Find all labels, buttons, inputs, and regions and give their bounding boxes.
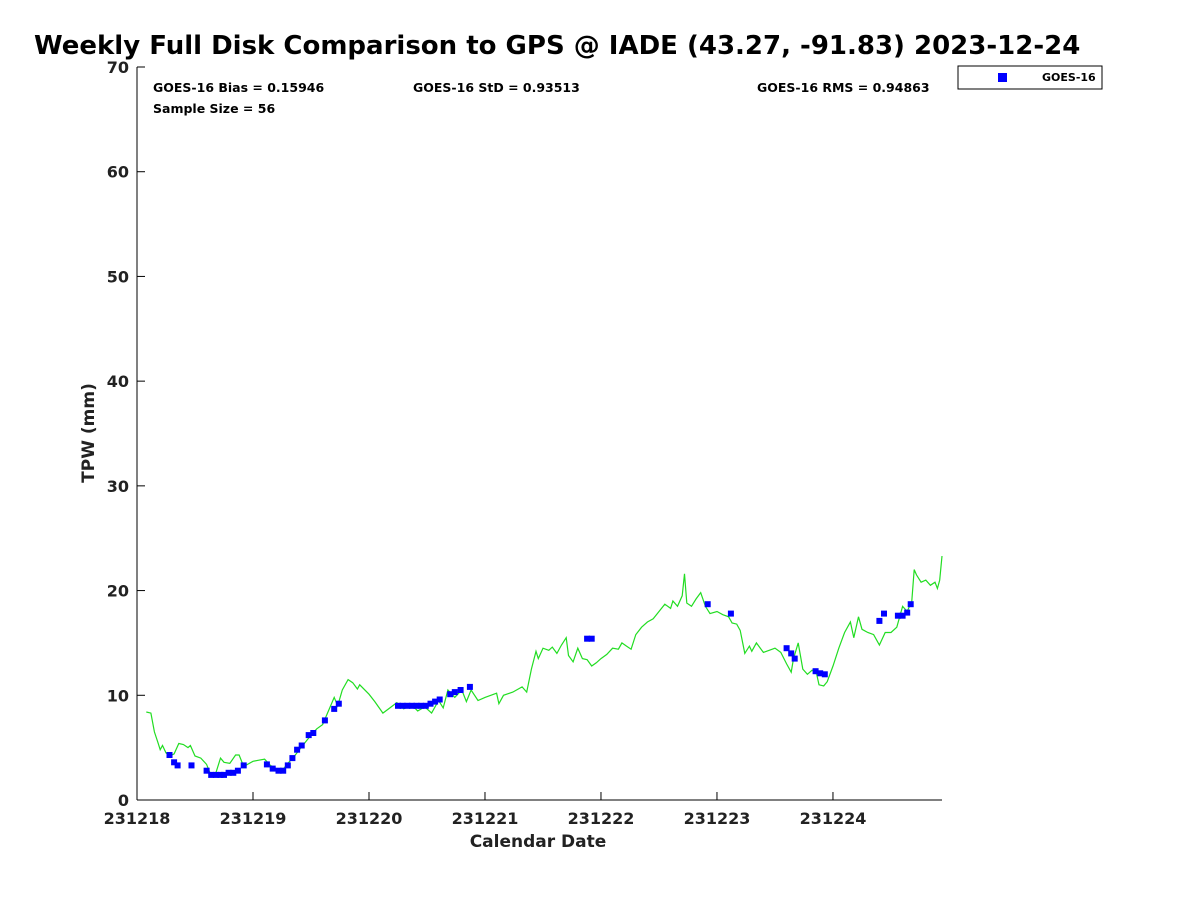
y-axis-label: TPW (mm) [79,383,99,483]
goes16-point [171,759,178,766]
x-axis-label: Calendar Date [470,832,607,852]
goes16-point [225,769,232,776]
goes16-point [588,635,595,642]
goes16-point [899,612,906,619]
goes16-point [305,732,312,739]
goes16-point [447,691,454,698]
goes16-point [166,752,173,758]
x-tick-label: 231224 [800,809,867,828]
goes16-point [269,765,276,772]
legend-label-goes16: GOES-16 [1042,71,1096,84]
goes16-point [788,650,795,657]
goes16-point [240,762,247,769]
chart-title: Weekly Full Disk Comparison to GPS @ IAD… [34,31,1080,61]
goes16-point [280,767,287,774]
legend: GOES-16 [957,65,1103,90]
goes16-point [331,705,338,712]
bias-stat: GOES-16 Bias = 0.15946 [153,80,324,95]
x-ticks: 231218 231219 231220 231221 231222 231223 2312… [104,792,867,828]
goes16-point [289,755,296,762]
goes16-point [791,655,798,662]
goes16-point [230,769,237,776]
y-tick-label: 70 [107,58,129,77]
goes16-point [418,702,425,709]
y-tick-label: 10 [107,686,129,705]
y-tick-label: 50 [107,267,129,286]
y-tick-label: 20 [107,582,129,601]
std-stat: GOES-16 StD = 0.93513 [413,80,580,95]
goes16-point [451,689,458,696]
goes16-point [904,609,911,616]
goes16-point [275,767,282,774]
legend-marker-goes16 [998,73,1007,82]
goes16-point [894,612,901,619]
goes16-point [188,762,195,769]
x-tick-label: 231220 [336,809,403,828]
goes16-point [294,746,301,753]
goes16-point [395,702,401,709]
goes16-point [321,717,328,724]
goes16-point [212,771,219,778]
goes16-point [413,702,420,709]
goes16-point [404,702,411,709]
goes16-point [432,698,439,705]
rms-stat: GOES-16 RMS = 0.94863 [757,80,930,95]
goes16-point [727,610,734,617]
y-tick-label: 60 [107,163,129,182]
goes16-point [422,702,429,709]
plot-area: 0 10 20 30 40 50 60 70 231218 231219 231220 231221… [104,58,943,828]
goes16-point [399,702,406,709]
goes16-point [208,771,215,778]
y-tick-label: 30 [107,477,129,496]
goes16-point [881,610,887,617]
goes16-point [203,767,210,774]
x-tick-label: 231218 [104,809,171,828]
x-tick-label: 231223 [684,809,751,828]
goes16-point [174,762,181,769]
y-ticks: 0 10 20 30 40 50 60 70 [107,58,145,810]
goes16-point [783,645,790,652]
goes16-point [466,683,473,690]
goes16-point [298,742,305,749]
goes16-point [335,700,342,707]
goes16-point [408,702,415,709]
goes16-point [704,601,711,608]
goes16-point [821,671,828,678]
goes16-point [436,696,443,703]
gps-series-line [146,555,943,777]
sample-size-stat: Sample Size = 56 [153,101,275,116]
goes16-point [584,635,591,642]
goes16-point [263,761,270,768]
goes16-point [817,670,824,677]
y-tick-label: 0 [118,791,129,810]
x-tick-label: 231219 [220,809,287,828]
goes16-point [217,771,224,778]
goes16-point [907,601,914,608]
goes16-point [310,730,317,736]
goes16-point [876,617,883,624]
x-tick-label: 231222 [568,809,635,828]
y-tick-label: 40 [107,372,129,391]
goes16-point [457,687,464,693]
goes16-point [221,771,227,778]
x-tick-label: 231221 [452,809,519,828]
legend-box [957,65,1103,90]
goes16-point [427,700,434,707]
goes16-point [234,767,241,774]
goes16-point [284,762,291,769]
goes16-point [812,668,819,675]
series-layer [146,555,943,778]
